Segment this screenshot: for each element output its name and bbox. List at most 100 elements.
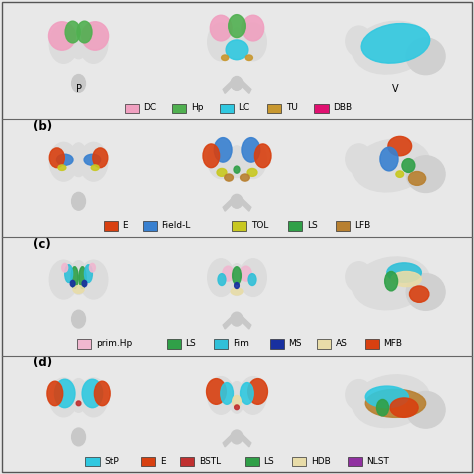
Ellipse shape	[229, 146, 245, 178]
Text: LFB: LFB	[354, 221, 371, 230]
Ellipse shape	[49, 148, 64, 168]
Text: LS: LS	[307, 221, 318, 230]
Ellipse shape	[233, 395, 241, 407]
Ellipse shape	[239, 141, 266, 179]
Ellipse shape	[79, 267, 86, 289]
FancyBboxPatch shape	[77, 339, 91, 348]
Ellipse shape	[353, 21, 429, 74]
Ellipse shape	[218, 273, 226, 285]
Ellipse shape	[76, 401, 81, 406]
Ellipse shape	[406, 273, 445, 310]
Text: (b): (b)	[33, 120, 52, 133]
Ellipse shape	[70, 379, 87, 412]
Ellipse shape	[207, 379, 226, 404]
Ellipse shape	[225, 174, 233, 181]
FancyBboxPatch shape	[317, 339, 331, 348]
Ellipse shape	[387, 263, 421, 282]
Ellipse shape	[402, 159, 415, 173]
Ellipse shape	[72, 74, 85, 92]
FancyBboxPatch shape	[314, 103, 328, 113]
Text: AS: AS	[336, 339, 348, 348]
Ellipse shape	[391, 272, 421, 287]
Ellipse shape	[255, 144, 271, 168]
FancyBboxPatch shape	[214, 339, 228, 348]
Ellipse shape	[73, 285, 84, 293]
Ellipse shape	[390, 398, 418, 418]
Ellipse shape	[233, 267, 241, 284]
Ellipse shape	[49, 260, 78, 299]
Ellipse shape	[239, 259, 266, 296]
Ellipse shape	[410, 286, 429, 302]
Ellipse shape	[353, 139, 429, 192]
Ellipse shape	[71, 267, 78, 289]
Text: HDB: HDB	[310, 457, 330, 466]
Ellipse shape	[65, 21, 80, 43]
Text: DBB: DBB	[333, 103, 352, 112]
Ellipse shape	[79, 378, 108, 417]
Ellipse shape	[231, 288, 243, 295]
Ellipse shape	[231, 76, 243, 91]
Text: E: E	[122, 221, 128, 230]
FancyBboxPatch shape	[365, 339, 379, 348]
Ellipse shape	[396, 171, 404, 177]
Ellipse shape	[49, 378, 78, 417]
Ellipse shape	[248, 379, 267, 404]
Polygon shape	[239, 199, 251, 211]
Ellipse shape	[84, 154, 100, 165]
Text: LC: LC	[238, 103, 250, 112]
FancyBboxPatch shape	[292, 457, 306, 466]
Text: E: E	[160, 457, 166, 466]
Ellipse shape	[380, 147, 398, 171]
Text: LS: LS	[263, 457, 274, 466]
Text: MFB: MFB	[383, 339, 402, 348]
Ellipse shape	[77, 21, 92, 43]
Ellipse shape	[93, 148, 108, 168]
Text: DC: DC	[144, 103, 157, 112]
Ellipse shape	[72, 310, 85, 328]
Text: StP: StP	[104, 457, 119, 466]
Ellipse shape	[208, 377, 235, 414]
Ellipse shape	[70, 280, 75, 287]
Ellipse shape	[79, 25, 108, 63]
Ellipse shape	[79, 142, 108, 181]
Ellipse shape	[49, 142, 78, 181]
FancyBboxPatch shape	[288, 221, 302, 231]
FancyBboxPatch shape	[104, 221, 118, 231]
Ellipse shape	[241, 383, 253, 404]
Ellipse shape	[234, 166, 240, 173]
Ellipse shape	[242, 15, 264, 41]
Ellipse shape	[246, 55, 253, 61]
Text: NLST: NLST	[366, 457, 389, 466]
Ellipse shape	[229, 264, 245, 295]
Text: TU: TU	[286, 103, 298, 112]
Polygon shape	[239, 434, 251, 447]
Ellipse shape	[208, 23, 235, 61]
Ellipse shape	[210, 15, 232, 41]
Ellipse shape	[235, 405, 239, 410]
FancyBboxPatch shape	[348, 457, 362, 466]
Polygon shape	[239, 81, 251, 93]
FancyBboxPatch shape	[125, 103, 139, 113]
Ellipse shape	[56, 154, 73, 165]
Ellipse shape	[55, 379, 75, 408]
Ellipse shape	[228, 15, 246, 37]
Text: MS: MS	[289, 339, 302, 348]
Ellipse shape	[231, 194, 243, 208]
Ellipse shape	[353, 375, 429, 428]
Ellipse shape	[70, 143, 87, 176]
Ellipse shape	[376, 400, 389, 416]
Ellipse shape	[214, 137, 232, 162]
Text: prim.Hp: prim.Hp	[96, 339, 132, 348]
Polygon shape	[239, 316, 251, 329]
Text: TOL: TOL	[251, 221, 268, 230]
Ellipse shape	[208, 141, 235, 179]
Ellipse shape	[406, 38, 445, 74]
Ellipse shape	[65, 265, 73, 283]
Ellipse shape	[208, 259, 235, 296]
Text: V: V	[392, 84, 399, 94]
Ellipse shape	[79, 260, 108, 299]
Ellipse shape	[72, 192, 85, 210]
FancyBboxPatch shape	[245, 457, 259, 466]
Text: (c): (c)	[33, 238, 50, 251]
Ellipse shape	[231, 312, 243, 326]
